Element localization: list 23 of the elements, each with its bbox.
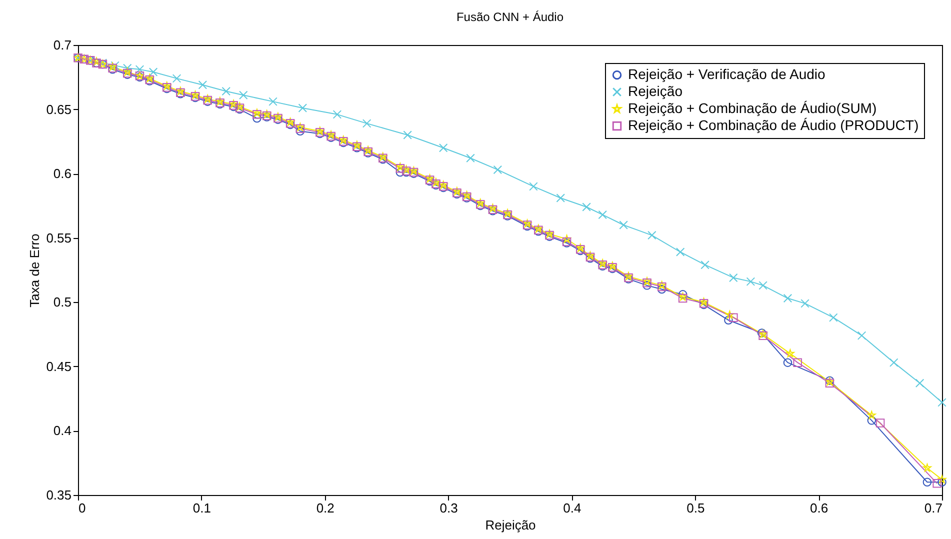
legend-label: Rejeição + Combinação de Áudio(SUM) (628, 100, 877, 116)
x-tick-label: 0.4 (563, 500, 582, 516)
y-tick-label: 0.45 (46, 358, 72, 374)
y-tick-label: 0.35 (46, 488, 72, 502)
x-tick-label: 0.6 (810, 500, 828, 516)
y-tick-label: 0.6 (53, 166, 72, 182)
legend-label: Rejeição + Verificação de Audio (628, 66, 826, 82)
x-tick-label: 0.3 (440, 500, 458, 516)
y-tick-label: 0.65 (46, 102, 72, 117)
y-axis-title: Taxa de Erro (27, 234, 42, 308)
x-tick-label: 0.7 (924, 500, 942, 516)
y-tick-label: 0.55 (46, 230, 72, 246)
x-tick-label: 0 (78, 500, 86, 516)
y-tick-label: 0.5 (53, 294, 72, 310)
x-tick-label: 0.1 (192, 500, 211, 516)
legend-label: Rejeição + Combinação de Áudio (PRODUCT) (628, 117, 919, 133)
x-tick-label: 0.5 (686, 500, 705, 516)
x-tick-label: 0.2 (316, 500, 334, 516)
legend-label: Rejeição (628, 83, 683, 99)
y-tick-label: 0.7 (53, 38, 72, 52)
y-tick-label: 0.4 (53, 423, 72, 438)
x-axis-title: Rejeição (485, 518, 536, 532)
chart-title: Fusão CNN + Áudio (456, 10, 564, 24)
